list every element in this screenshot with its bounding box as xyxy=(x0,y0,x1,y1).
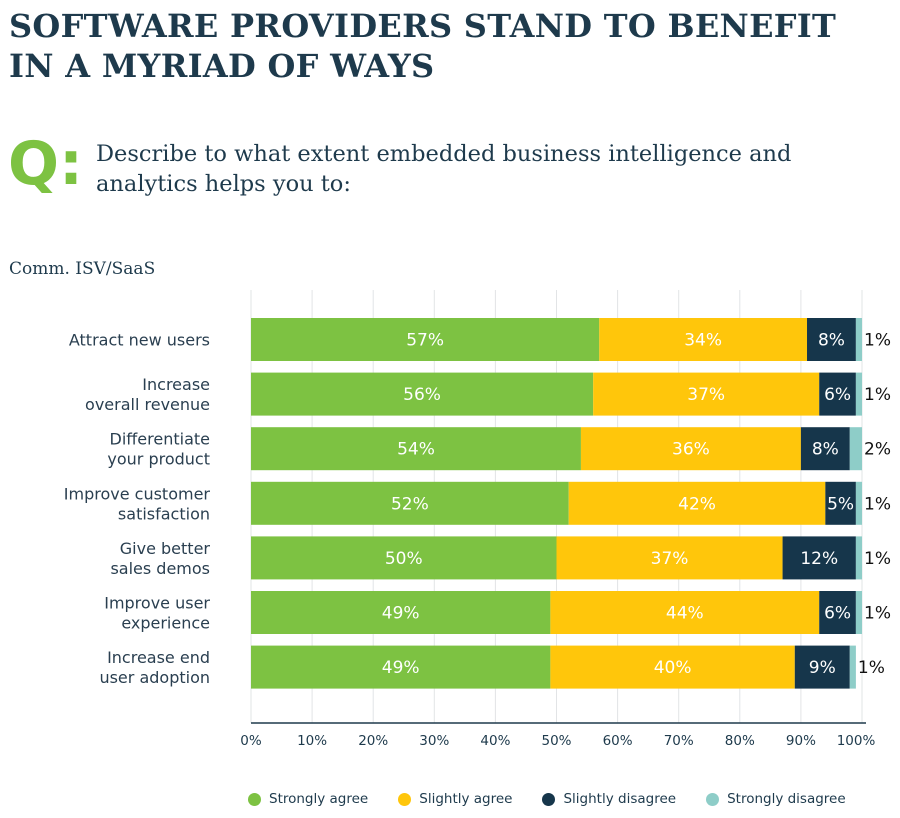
bar-segment xyxy=(251,536,557,580)
bar-value-label: 1% xyxy=(864,604,891,624)
legend-label: Slightly disagree xyxy=(563,791,677,807)
bar-segment xyxy=(794,645,850,689)
bar-value-label: 36% xyxy=(672,440,710,460)
bar-segment xyxy=(855,481,862,525)
question-mark-icon: Q: xyxy=(8,129,83,199)
bar-value-label: 42% xyxy=(678,494,716,514)
bar-segment xyxy=(251,645,551,689)
bar-segment xyxy=(251,318,600,361)
bar-segment xyxy=(580,427,801,471)
legend-item: Slightly disagree xyxy=(542,791,676,807)
bar-value-label: 37% xyxy=(651,549,689,569)
bar-segment xyxy=(251,427,581,471)
x-tick-label: 10% xyxy=(297,733,327,749)
legend-label: Strongly agree xyxy=(269,791,369,807)
legend-label: Strongly disagree xyxy=(727,791,846,807)
x-tick-label: 70% xyxy=(664,733,694,749)
bar-value-label: 8% xyxy=(818,331,845,351)
x-tick-label: 30% xyxy=(419,733,449,749)
bar-segment xyxy=(782,536,856,580)
bar-segment xyxy=(855,372,862,416)
category-label: Improve user experience xyxy=(104,594,210,633)
bar-value-label: 49% xyxy=(382,658,420,678)
x-tick-label: 40% xyxy=(480,733,510,749)
bars: 57% 34% 8% 1% 56% 37% 6% 1% 54% 36% 8% 2% 52% 42% 5% 1%… xyxy=(251,318,891,689)
bar-segment xyxy=(855,591,862,634)
legend-item: Strongly agree xyxy=(248,791,368,807)
bar-segment xyxy=(849,427,862,471)
bar-segment xyxy=(251,591,551,634)
bar-segment xyxy=(819,591,856,634)
bar-value-label: 49% xyxy=(382,604,420,624)
bar-value-label: 44% xyxy=(666,604,704,624)
bar-segment xyxy=(593,372,820,416)
bar-segment xyxy=(807,318,856,361)
bar-value-label: 50% xyxy=(385,549,423,569)
bar-segment xyxy=(556,536,783,580)
bar-segment xyxy=(599,318,808,361)
bar-segment xyxy=(800,427,850,471)
category-label: Increase end user adoption xyxy=(99,648,210,687)
category-labels: Attract new users Increase overall revenue… xyxy=(64,331,211,688)
bar-value-label: 40% xyxy=(654,658,692,678)
bar-value-label: 57% xyxy=(406,331,444,351)
category-label: Improve customer satisfaction xyxy=(64,484,211,523)
question-text: Describe to what extent embedded busines… xyxy=(96,141,792,197)
bar-value-label: 1% xyxy=(864,331,891,351)
bar-segment xyxy=(819,372,856,416)
category-label: Attract new users xyxy=(69,331,210,350)
bar-value-label: 12% xyxy=(800,549,838,569)
bar-value-label: 37% xyxy=(687,385,725,405)
bar-value-label: 9% xyxy=(809,658,836,678)
x-axis: 0% 10% 20% 30% 40% 50% 60% 70% 80% 90% 100% xyxy=(240,722,876,749)
x-tick-label: 60% xyxy=(603,733,633,749)
bar-segment xyxy=(855,318,862,361)
stacked-bar-chart: 57% 34% 8% 1% 56% 37% 6% 1% 54% 36% 8% 2% 52% 42% 5% 1%… xyxy=(64,290,891,749)
legend: Strongly agree Slightly agree Slightly dis… xyxy=(248,789,876,809)
bar-value-label: 1% xyxy=(864,385,891,405)
x-tick-label: 100% xyxy=(837,733,876,749)
bar-value-label: 1% xyxy=(864,549,891,569)
bar-segment xyxy=(849,645,856,689)
bar-value-label: 6% xyxy=(824,604,851,624)
bar-value-label: 1% xyxy=(858,658,885,678)
bar-segment xyxy=(251,372,594,416)
bar-value-label: 52% xyxy=(391,494,429,514)
bar-segment xyxy=(568,481,826,525)
legend-item: Slightly agree xyxy=(398,791,512,807)
legend-swatch xyxy=(706,792,720,806)
x-tick-label: 0% xyxy=(240,733,262,749)
bar-value-label: 5% xyxy=(827,494,854,514)
legend-swatch xyxy=(398,792,412,806)
bar-segment xyxy=(251,481,569,525)
bar-segment xyxy=(825,481,856,525)
x-tick-label: 80% xyxy=(725,733,755,749)
bar-value-label: 2% xyxy=(864,440,891,460)
legend-swatch xyxy=(248,792,261,806)
category-label: Give better sales demos xyxy=(110,539,210,578)
legend-swatch xyxy=(542,792,556,806)
bar-value-label: 54% xyxy=(397,440,435,460)
category-label: Increase overall revenue xyxy=(85,375,210,414)
bar-value-label: 34% xyxy=(684,331,722,351)
bar-segment xyxy=(550,645,795,689)
bar-value-label: 6% xyxy=(824,385,851,405)
legend-item: Strongly disagree xyxy=(706,791,846,807)
respondent-group-label: Comm. ISV/SaaS xyxy=(9,259,156,279)
category-label: Differentiate your product xyxy=(107,430,210,469)
bar-value-label: 8% xyxy=(812,440,839,460)
bar-segment xyxy=(550,591,820,634)
bar-value-label: 56% xyxy=(403,385,441,405)
x-tick-label: 90% xyxy=(786,733,816,749)
x-tick-label: 20% xyxy=(358,733,388,749)
bar-value-label: 1% xyxy=(864,494,891,514)
x-tick-label: 50% xyxy=(541,733,571,749)
bar-segment xyxy=(855,536,862,580)
legend-label: Slightly agree xyxy=(419,791,513,807)
page-title: SOFTWARE PROVIDERS STAND TO BENEFIT IN A… xyxy=(9,7,837,85)
